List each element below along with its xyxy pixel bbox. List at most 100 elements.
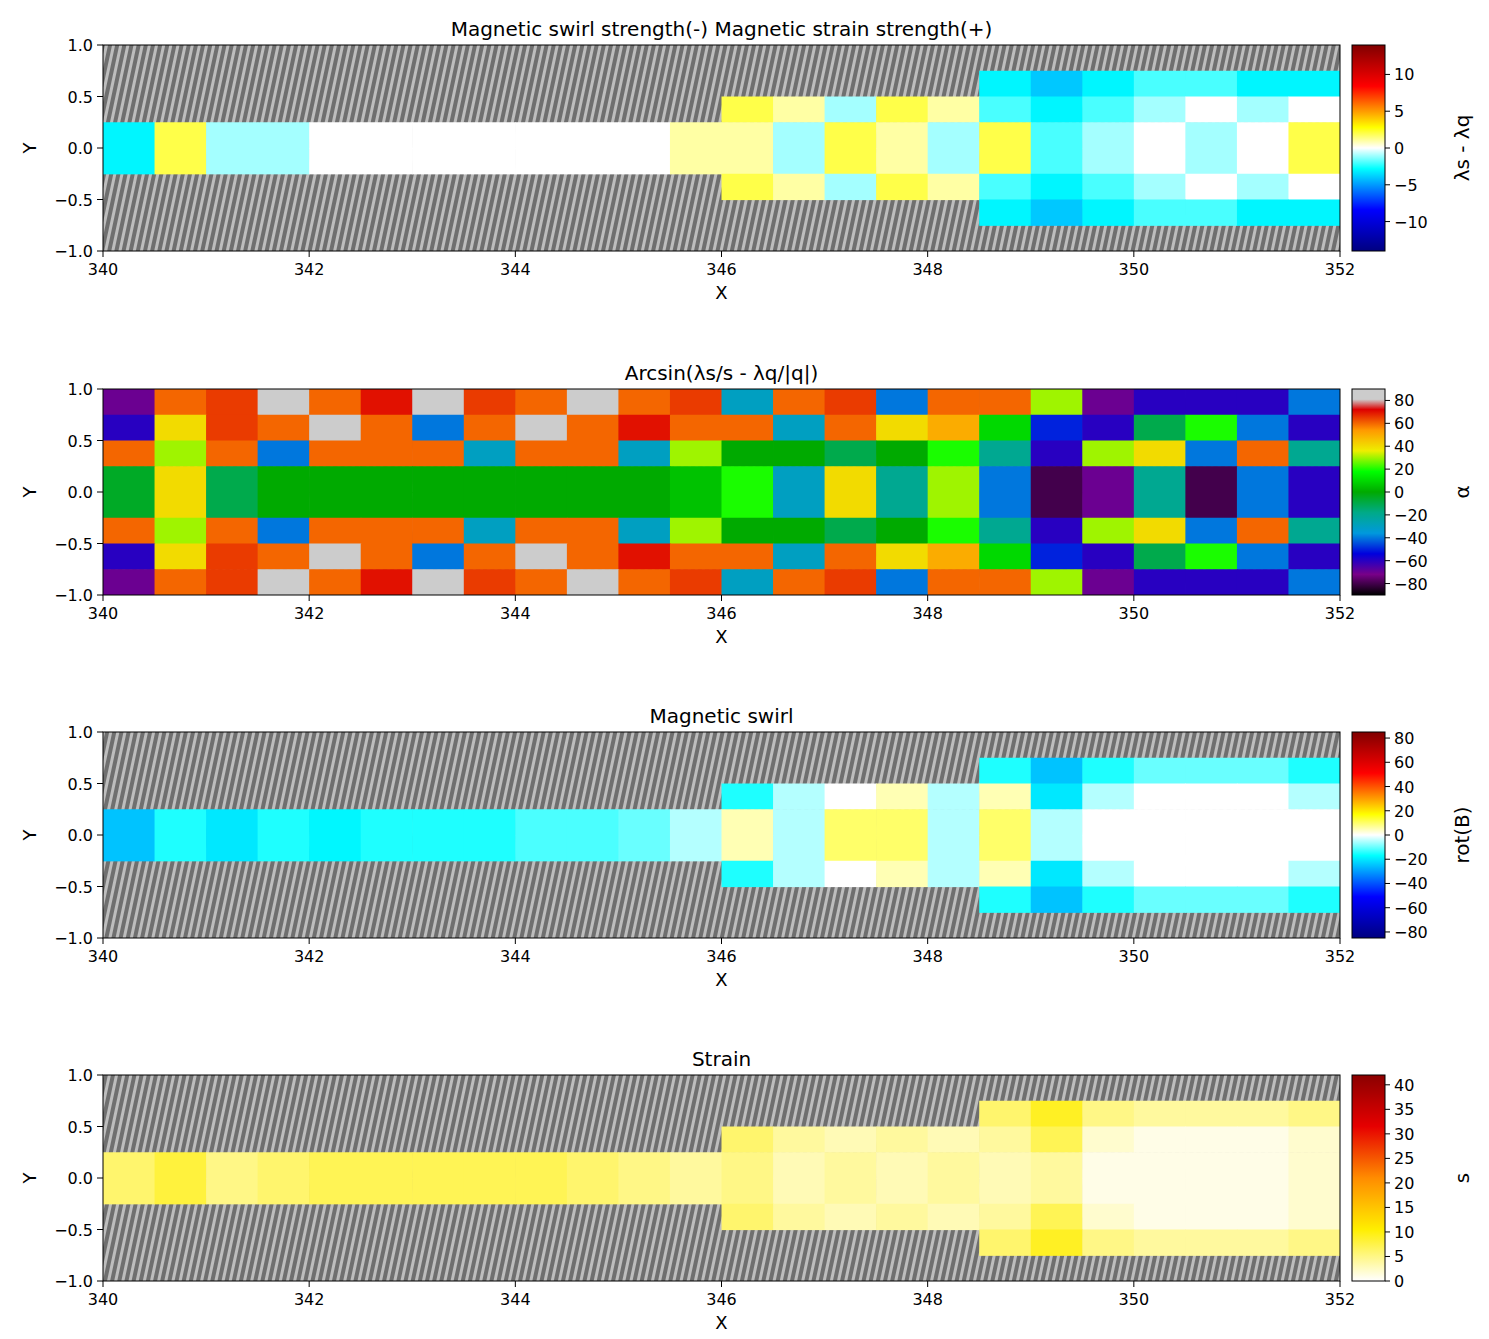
heatmap-cell bbox=[722, 466, 774, 492]
x-tick-label: 352 bbox=[1325, 947, 1356, 966]
heatmap-cell bbox=[1185, 492, 1237, 518]
heatmap-cell bbox=[670, 835, 722, 861]
heatmap-cell bbox=[1134, 122, 1186, 148]
plot-area bbox=[103, 732, 1340, 938]
heatmap-cell bbox=[258, 518, 310, 544]
heatmap-cell bbox=[309, 809, 361, 835]
x-tick bbox=[1133, 251, 1134, 257]
heatmap-cell bbox=[1134, 389, 1186, 415]
x-tick bbox=[927, 1281, 928, 1287]
x-tick-label: 352 bbox=[1325, 1290, 1356, 1309]
colorbar-tick bbox=[1385, 1109, 1390, 1110]
heatmap-cell bbox=[618, 835, 670, 861]
heatmap-cell bbox=[155, 518, 207, 544]
heatmap-cell bbox=[1185, 389, 1237, 415]
heatmap-cell bbox=[618, 122, 670, 148]
heatmap-cell bbox=[155, 809, 207, 835]
heatmap-cell bbox=[670, 415, 722, 441]
heatmap-cell bbox=[1134, 1127, 1186, 1153]
colorbar-tick-label: 40 bbox=[1394, 1076, 1414, 1095]
heatmap-cell bbox=[567, 1152, 619, 1178]
heatmap-cell bbox=[979, 200, 1031, 226]
masked-background bbox=[103, 1075, 1340, 1281]
heatmap-cell bbox=[464, 415, 516, 441]
heatmap-cell bbox=[979, 174, 1031, 200]
heatmap-cell bbox=[258, 466, 310, 492]
y-axis-title: Y bbox=[19, 142, 40, 155]
heatmap-cell bbox=[412, 441, 464, 467]
colorbar-tick-label: −20 bbox=[1394, 850, 1428, 869]
heatmap-cell bbox=[1031, 835, 1083, 861]
heatmap-cell bbox=[1288, 835, 1340, 861]
heatmap-cell bbox=[412, 809, 464, 835]
masked-background bbox=[103, 45, 1340, 251]
y-tick bbox=[97, 886, 103, 887]
heatmap-cell bbox=[103, 415, 155, 441]
heatmap-cell bbox=[1237, 492, 1289, 518]
heatmap-cell bbox=[928, 569, 980, 595]
heatmap-cell bbox=[876, 389, 928, 415]
heatmap-cell bbox=[464, 518, 516, 544]
heatmap-cell bbox=[1237, 148, 1289, 174]
heatmap-cell bbox=[979, 71, 1031, 97]
colorbar-tick-label: 0 bbox=[1394, 483, 1404, 502]
colorbar-tick-label: 10 bbox=[1394, 65, 1414, 84]
heatmap-cell bbox=[825, 466, 877, 492]
heatmap-cell bbox=[928, 1127, 980, 1153]
heatmap-cell bbox=[1134, 415, 1186, 441]
heatmap-cell bbox=[722, 97, 774, 123]
heatmap-cell bbox=[773, 1127, 825, 1153]
y-tick-label: −1.0 bbox=[54, 242, 93, 261]
cells bbox=[103, 389, 1340, 595]
colorbar-tick-label: 80 bbox=[1394, 729, 1414, 748]
colorbar-tick-label: −40 bbox=[1394, 529, 1428, 548]
colorbar-tick bbox=[1385, 583, 1390, 584]
heatmap-cell bbox=[773, 784, 825, 810]
heatmap-cell bbox=[979, 1127, 1031, 1153]
heatmap-cell bbox=[1288, 1152, 1340, 1178]
heatmap-cell bbox=[1237, 784, 1289, 810]
heatmap-cell bbox=[258, 835, 310, 861]
plot-area bbox=[103, 1075, 1340, 1281]
x-tick-label: 348 bbox=[912, 1290, 943, 1309]
heatmap-cell bbox=[412, 544, 464, 570]
heatmap-cell bbox=[103, 544, 155, 570]
heatmap-cell bbox=[979, 466, 1031, 492]
heatmap-cell bbox=[722, 122, 774, 148]
heatmap-cell bbox=[773, 148, 825, 174]
heatmap-cell bbox=[1288, 861, 1340, 887]
heatmap-cell bbox=[1082, 835, 1134, 861]
heatmap-cell bbox=[1082, 1152, 1134, 1178]
heatmap-cell bbox=[1031, 518, 1083, 544]
heatmap-cell bbox=[1082, 441, 1134, 467]
heatmap-cell bbox=[206, 518, 258, 544]
heatmap-cell bbox=[1082, 174, 1134, 200]
colorbar-tick-label: 60 bbox=[1394, 414, 1414, 433]
heatmap-cell bbox=[979, 569, 1031, 595]
heatmap-cell bbox=[928, 492, 980, 518]
heatmap-cell bbox=[464, 148, 516, 174]
x-tick bbox=[1340, 595, 1341, 601]
y-tick bbox=[97, 595, 103, 596]
heatmap-cell bbox=[515, 148, 567, 174]
heatmap-cell bbox=[1288, 1178, 1340, 1204]
heatmap-cell bbox=[773, 1178, 825, 1204]
colorbar-tick-label: 20 bbox=[1394, 802, 1414, 821]
heatmap-cell bbox=[309, 415, 361, 441]
heatmap-cell bbox=[928, 174, 980, 200]
x-tick bbox=[721, 1281, 722, 1287]
heatmap-cell bbox=[464, 466, 516, 492]
heatmap-cell bbox=[722, 835, 774, 861]
heatmap-cell bbox=[515, 466, 567, 492]
heatmap-cell bbox=[1185, 758, 1237, 784]
y-tick bbox=[97, 1229, 103, 1230]
colorbar-tick-label: −60 bbox=[1394, 552, 1428, 571]
heatmap-cell bbox=[258, 544, 310, 570]
heatmap-cell bbox=[206, 415, 258, 441]
colorbar-tick bbox=[1385, 907, 1390, 908]
heatmap-cell bbox=[1288, 569, 1340, 595]
x-tick bbox=[515, 1281, 516, 1287]
y-tick-label: 0.0 bbox=[68, 1169, 93, 1188]
heatmap-cell bbox=[825, 569, 877, 595]
heatmap-cell bbox=[979, 415, 1031, 441]
